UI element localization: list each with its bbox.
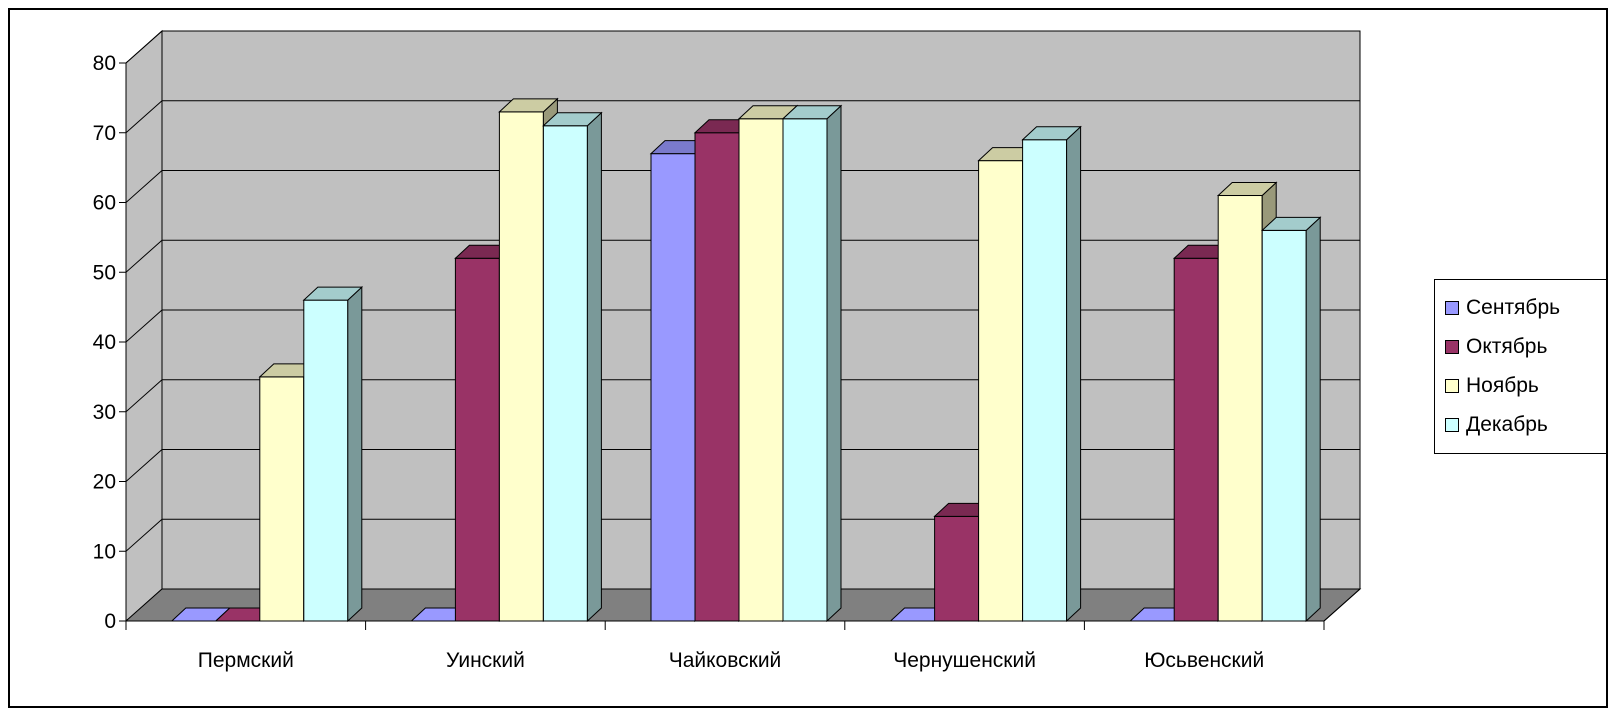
bar-юсьвенский-декабрь	[1260, 216, 1322, 623]
bar-top-пермский-декабрь	[302, 286, 364, 301]
gridline-side-30	[125, 379, 163, 413]
bar-group-уинский	[410, 97, 603, 623]
bar-group-чайковский	[649, 104, 843, 623]
legend-item-october: Октябрь	[1445, 335, 1547, 359]
chart-axes	[119, 62, 1361, 630]
legend-label-november: Ноябрь	[1466, 374, 1539, 397]
bar-чайковский-сентябрь	[649, 139, 711, 623]
gridline-side-10	[125, 518, 163, 552]
legend-item-september: Сентябрь	[1445, 296, 1560, 320]
y-tick-label-60: 60	[93, 192, 116, 215]
bar-group-пермский	[170, 286, 364, 623]
bar-top-уинский-декабрь	[542, 112, 603, 127]
gridline-side-80	[125, 30, 163, 64]
gridline-side-60	[125, 170, 163, 203]
gridline-side-20	[125, 449, 163, 482]
floor-edge	[1323, 588, 1361, 622]
bar-front-пермский-ноябрь	[259, 376, 305, 622]
bar-group-чернушенский	[889, 125, 1082, 623]
y-tick-label-50: 50	[93, 261, 116, 284]
y-tick-label-40: 40	[93, 331, 116, 354]
bar-front-чайковский-сентябрь	[650, 153, 696, 622]
legend-label-october: Октябрь	[1466, 335, 1548, 358]
bar-front-чайковский-октябрь	[694, 132, 740, 622]
bar-front-чайковский-декабрь	[782, 118, 828, 622]
bar-top-юсьвенский-декабрь	[1260, 216, 1322, 231]
y-tick-label-70: 70	[93, 122, 116, 145]
y-tick-label-30: 30	[93, 401, 116, 424]
bar-side-чайковский-декабрь	[826, 104, 842, 623]
gridline-side-70	[125, 100, 163, 134]
bar-front-юсьвенский-декабрь	[1261, 229, 1307, 622]
bar-side-чернушенский-декабрь	[1066, 125, 1082, 623]
bar-front-пермский-декабрь	[303, 299, 349, 622]
legend-swatch-december	[1445, 418, 1459, 432]
bar-front-чайковский-ноябрь	[738, 118, 784, 622]
bar-top-чайковский-декабрь	[781, 105, 843, 120]
bar-чайковский-декабрь	[781, 104, 843, 623]
bar-side-пермский-декабрь	[347, 286, 363, 623]
x-tick-label-юсьвенский: Юсьвенский	[1144, 649, 1264, 672]
legend-swatch-november	[1445, 379, 1459, 393]
y-tick-label-0: 0	[104, 610, 116, 633]
bar-front-юсьвенский-ноябрь	[1217, 195, 1263, 622]
bar-chart: 0 10 20 30 40 50 60 70 80 Пермский Уинский Чайковск…	[93, 29, 1362, 672]
chart-frame: 0 10 20 30 40 50 60 70 80 Пермский Уинский Чайковск…	[8, 8, 1608, 708]
bar-top-юсьвенский-ноябрь	[1216, 182, 1278, 197]
legend-item-november: Ноябрь	[1445, 374, 1539, 398]
bar-front-чернушенский-ноябрь	[978, 160, 1024, 622]
y-tick-label-20: 20	[93, 471, 116, 494]
chart-legend: Сентябрь Октябрь Ноябрь Декабрь	[1434, 279, 1606, 454]
x-tick-label-чайковский: Чайковский	[669, 649, 782, 672]
x-tick-label-пермский: Пермский	[198, 649, 294, 672]
gridline-side-50	[125, 239, 163, 273]
bar-front-чернушенский-октябрь	[934, 515, 980, 622]
legend-swatch-september	[1445, 301, 1459, 315]
x-tick-label-уинский: Уинский	[446, 649, 525, 672]
bar-group-юсьвенский	[1128, 181, 1322, 623]
bar-пермский-декабрь	[302, 286, 364, 623]
bar-side-уинский-декабрь	[586, 111, 602, 623]
bar-чернушенский-декабрь	[1021, 125, 1082, 623]
bar-side-юсьвенский-декабрь	[1305, 216, 1321, 623]
bar-top-чернушенский-декабрь	[1021, 126, 1082, 141]
legend-label-december: Декабрь	[1466, 413, 1548, 436]
chart-bars	[170, 97, 1322, 623]
legend-label-september: Сентябрь	[1466, 296, 1561, 319]
y-tick-label-80: 80	[93, 52, 116, 75]
legend-item-december: Декабрь	[1445, 413, 1548, 437]
bar-front-чернушенский-декабрь	[1022, 139, 1068, 622]
bar-front-юсьвенский-октябрь	[1173, 257, 1219, 622]
bar-top-уинский-ноябрь	[498, 98, 559, 113]
gridline-side-40	[125, 309, 163, 343]
x-tick-label-чернушенский: Чернушенский	[893, 649, 1036, 672]
bar-front-уинский-ноябрь	[498, 111, 544, 622]
legend-swatch-october	[1445, 340, 1459, 354]
chart-labels: 0 10 20 30 40 50 60 70 80 Пермский Уинский Чайковск…	[93, 52, 1265, 672]
y-tick-label-10: 10	[93, 540, 116, 563]
bar-front-уинский-октябрь	[454, 257, 500, 622]
bar-front-уинский-декабрь	[542, 125, 588, 622]
bar-уинский-декабрь	[542, 111, 603, 623]
